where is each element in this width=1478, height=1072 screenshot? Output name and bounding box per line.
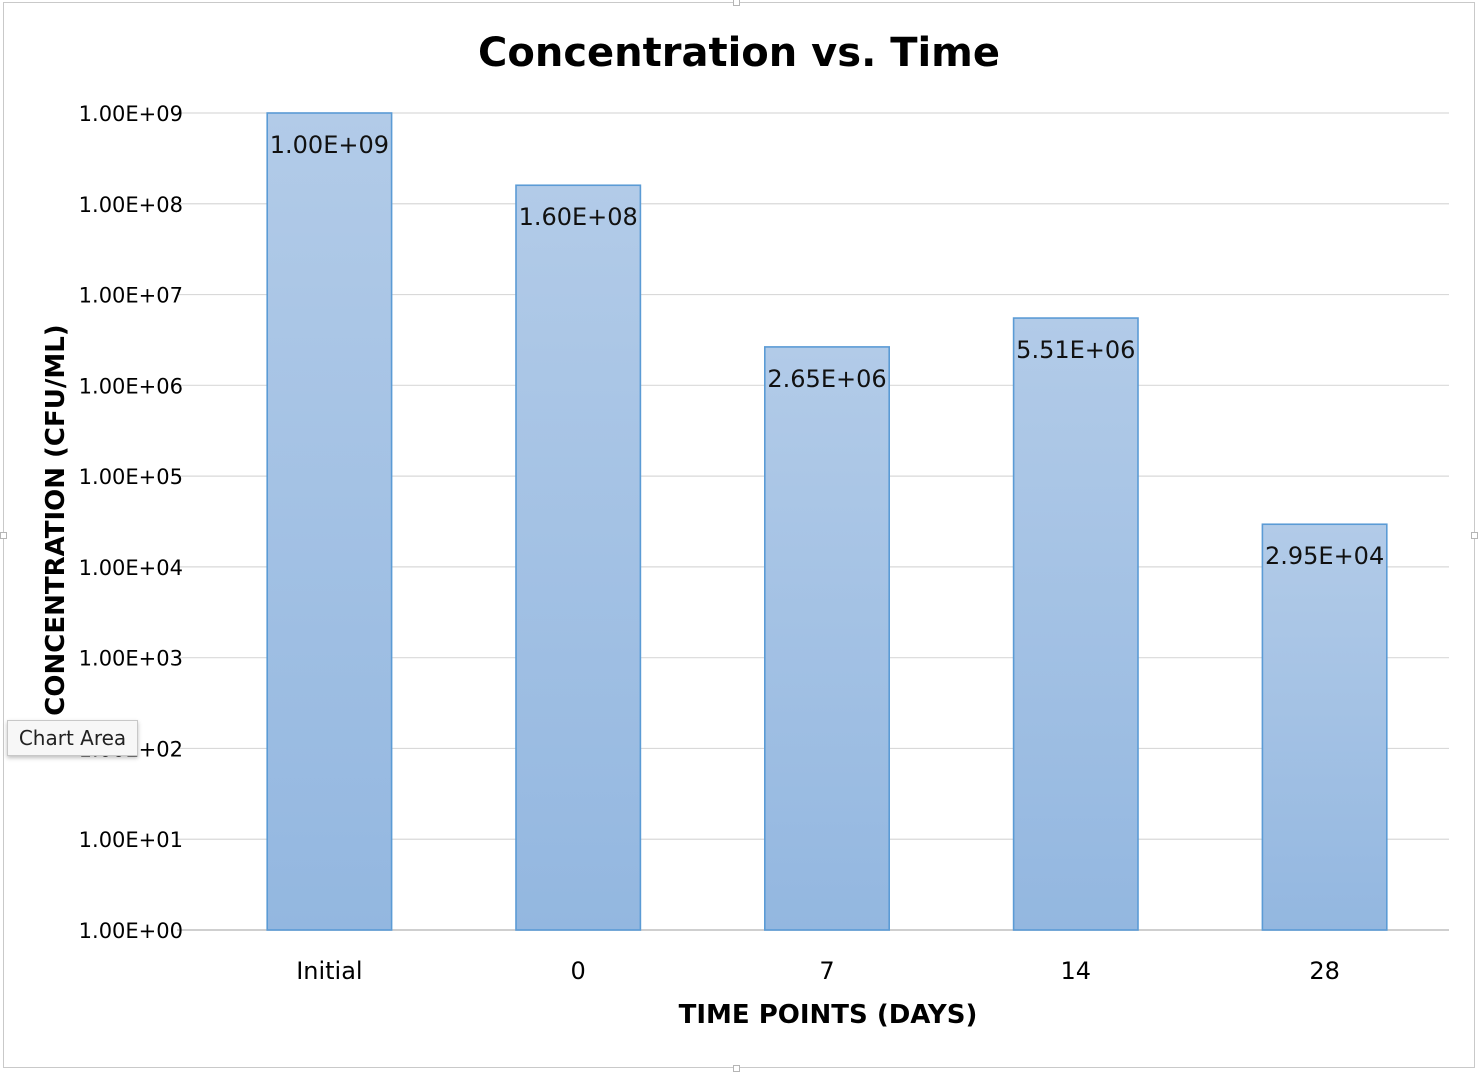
data-label: 5.51E+06 <box>1016 336 1135 364</box>
y-tick-label: 1.00E+01 <box>79 828 183 852</box>
bar[interactable] <box>266 112 393 931</box>
chart-title: Concentration vs. Time <box>478 30 1000 76</box>
y-tick-label: 1.00E+00 <box>79 919 183 943</box>
y-tick-label: 1.00E+07 <box>79 284 183 308</box>
x-tick-label: 7 <box>819 957 834 985</box>
y-axis-title: CONCENTRATION (CFU/ML) <box>41 324 71 716</box>
chart-area[interactable] <box>3 2 1475 1068</box>
y-tick-label: 1.00E+03 <box>79 647 183 671</box>
data-label: 2.65E+06 <box>767 365 886 393</box>
x-tick-label: 28 <box>1309 957 1340 985</box>
data-label: 1.00E+09 <box>270 131 389 159</box>
resize-handle-left[interactable] <box>0 532 7 539</box>
x-tick-label: 14 <box>1061 957 1092 985</box>
bar[interactable] <box>515 184 642 931</box>
x-axis-ticks: Initial 0 7 14 28 <box>296 957 1340 985</box>
y-tick-label: 1.00E+05 <box>79 465 183 489</box>
y-tick-label: 1.00E+09 <box>79 102 183 126</box>
resize-handle-top[interactable] <box>733 0 740 6</box>
data-label: 1.60E+08 <box>519 203 638 231</box>
data-labels: 1.00E+09 1.60E+08 2.65E+06 5.51E+06 2.95E+04 <box>270 131 1384 570</box>
y-tick-label: 1.00E+04 <box>79 556 183 580</box>
x-tick-label: Initial <box>296 957 362 985</box>
bar[interactable] <box>1261 523 1388 931</box>
bar[interactable] <box>1012 317 1139 931</box>
chart-area-tooltip: Chart Area <box>7 720 138 756</box>
y-tick-label: 1.00E+06 <box>79 374 183 398</box>
x-axis-title: TIME POINTS (DAYS) <box>678 1000 978 1030</box>
y-tick-label: 1.00E+08 <box>79 193 183 217</box>
x-tick-label: 0 <box>571 957 586 985</box>
bar[interactable] <box>763 346 890 931</box>
y-axis-ticks: 1.00E+001.00E+011.00E+021.00E+031.00E+04… <box>79 102 183 943</box>
bars <box>266 112 1388 931</box>
data-label: 2.95E+04 <box>1265 542 1384 570</box>
